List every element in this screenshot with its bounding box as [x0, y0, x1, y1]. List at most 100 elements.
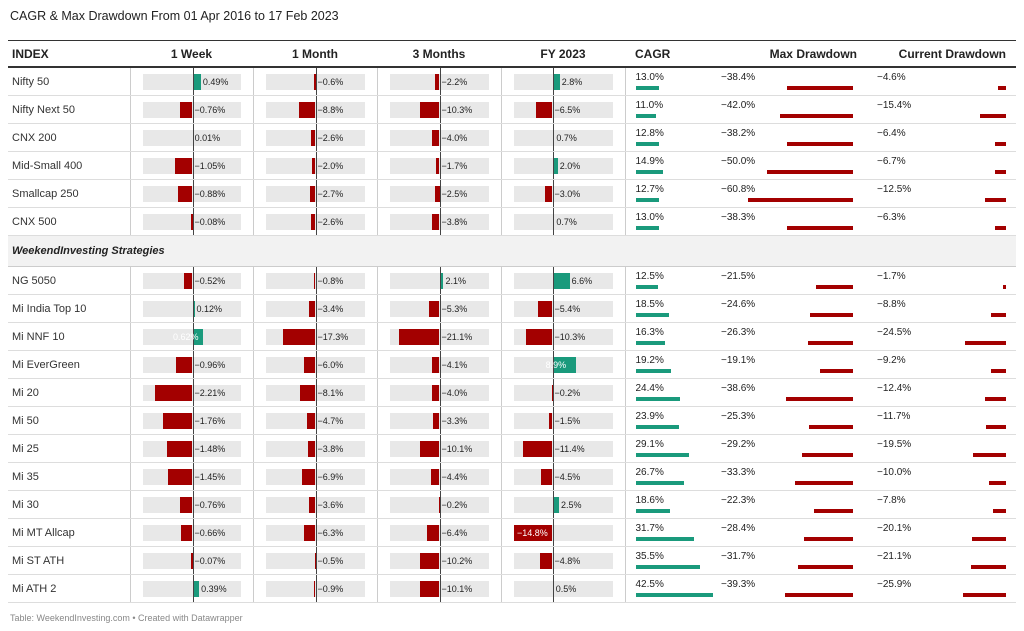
current-drawdown-cell: −1.7% — [867, 266, 1016, 295]
bar-cell-w: −0.07% — [130, 546, 254, 575]
bar-mark — [162, 413, 193, 429]
zero-axis — [192, 519, 194, 546]
current-drawdown-value: −4.6% — [877, 72, 906, 83]
bar-cell-q: −3.8% — [377, 207, 502, 236]
bar-label: 0.49% — [202, 77, 229, 87]
current-drawdown-cell: −19.5% — [867, 434, 1016, 463]
bar-label: −0.52% — [194, 276, 226, 286]
row-name: Mi NNF 10 — [8, 322, 131, 351]
max-drawdown-bar — [786, 226, 853, 230]
bar-label: −1.05% — [194, 161, 226, 171]
bar-mark — [431, 385, 440, 401]
bar-cell-fy: 0.7% — [501, 123, 626, 152]
bar-label: −10.3% — [441, 105, 473, 115]
max-drawdown-value: −29.2% — [721, 439, 756, 450]
bar-label: 0.62% — [173, 332, 199, 342]
current-drawdown-cell: −25.9% — [867, 574, 1016, 603]
max-drawdown-value: −38.4% — [721, 72, 756, 83]
bar-mark — [314, 74, 316, 90]
bar-label: −0.5% — [317, 556, 344, 566]
zero-axis — [192, 323, 194, 350]
bar-track — [513, 385, 613, 401]
bar-label: −10.1% — [441, 444, 473, 454]
cagr-cell: 11.0% — [625, 95, 711, 124]
bar-label: −14.8% — [517, 528, 548, 538]
cagr-cell: 12.8% — [625, 123, 711, 152]
zero-axis — [552, 547, 554, 574]
zero-axis — [192, 435, 194, 462]
cagr-bar — [635, 226, 660, 230]
bar-cell-q: −10.2% — [377, 546, 502, 575]
bar-mark — [435, 74, 440, 90]
footer-credit: Table: WeekendInvesting.com • Created wi… — [10, 613, 243, 623]
max-drawdown-bar — [809, 425, 853, 429]
bar-cell-q: −10.1% — [377, 574, 502, 603]
max-drawdown-cell: −60.8% — [711, 179, 867, 208]
bar-label: −1.76% — [194, 416, 226, 426]
max-drawdown-bar — [786, 397, 853, 401]
bar-cell-m: −2.6% — [253, 207, 378, 236]
zero-axis — [552, 323, 554, 350]
bar-mark — [420, 553, 440, 569]
current-drawdown-bar — [985, 198, 1006, 202]
header-index: INDEX — [8, 40, 130, 68]
bar-mark — [552, 158, 558, 174]
zero-axis — [439, 208, 441, 235]
cagr-cell: 13.0% — [625, 207, 711, 236]
zero-axis — [439, 379, 441, 406]
zero-axis — [192, 407, 194, 434]
max-drawdown-value: −31.7% — [721, 551, 756, 562]
table-row: Mi MT Allcap −0.66% −6.3% −6.4% −14.8% 31.7% −… — [8, 518, 1016, 547]
bar-track — [513, 74, 613, 90]
current-drawdown-value: −6.7% — [877, 156, 906, 167]
bar-mark — [167, 441, 193, 457]
bar-cell-fy: 8.9% — [501, 350, 626, 379]
section-row: WeekendInvesting Strategies — [8, 235, 1016, 267]
max-drawdown-cell: −29.2% — [711, 434, 867, 463]
zero-axis — [552, 435, 554, 462]
zero-axis — [552, 68, 554, 95]
bar-label: −10.3% — [554, 332, 586, 342]
zero-axis — [192, 68, 194, 95]
bar-cell-w: −1.76% — [130, 406, 254, 435]
bar-mark — [548, 413, 553, 429]
current-drawdown-bar — [980, 114, 1006, 118]
zero-axis — [315, 267, 317, 294]
current-drawdown-cell: −12.4% — [867, 378, 1016, 407]
bar-cell-fy: −10.3% — [501, 322, 626, 351]
bar-track — [513, 553, 613, 569]
current-drawdown-value: −19.5% — [877, 439, 912, 450]
bar-mark — [282, 329, 316, 345]
zero-axis — [315, 351, 317, 378]
bar-label: −4.4% — [441, 472, 468, 482]
zero-axis — [552, 519, 554, 546]
bar-label: 0.39% — [201, 584, 227, 594]
bar-cell-fy: 0.7% — [501, 207, 626, 236]
bar-mark — [154, 385, 193, 401]
max-drawdown-cell: −42.0% — [711, 95, 867, 124]
table-row: Mi NNF 10 0.62% −17.3% −21.1% −10.3% 16.3% −26… — [8, 322, 1016, 351]
bar-label: 2.8% — [561, 77, 583, 87]
bar-track — [389, 497, 489, 513]
max-drawdown-bar — [803, 537, 853, 541]
bar-cell-w: 0.49% — [130, 67, 254, 96]
max-drawdown-value: −38.6% — [721, 383, 756, 394]
bar-label: −4.7% — [317, 416, 344, 426]
bar-mark — [420, 581, 440, 597]
zero-axis — [552, 407, 554, 434]
bar-mark — [522, 441, 553, 457]
bar-track — [513, 158, 613, 174]
max-drawdown-cell: −38.4% — [711, 67, 867, 96]
bar-label: −11.4% — [554, 444, 585, 454]
max-drawdown-cell: −38.2% — [711, 123, 867, 152]
table-row: Mi EverGreen −0.96% −6.0% −4.1% 8.9% 19.2% −19… — [8, 350, 1016, 379]
bar-mark — [308, 497, 316, 513]
bar-label: −1.7% — [441, 161, 468, 171]
bar-cell-fy: 0.5% — [501, 574, 626, 603]
cagr-value: 19.2% — [635, 355, 664, 366]
row-name: Mi 25 — [8, 434, 131, 463]
zero-axis — [192, 180, 194, 207]
current-drawdown-cell: −21.1% — [867, 546, 1016, 575]
bar-label: 0.5% — [555, 584, 577, 594]
bar-mark — [429, 301, 440, 317]
